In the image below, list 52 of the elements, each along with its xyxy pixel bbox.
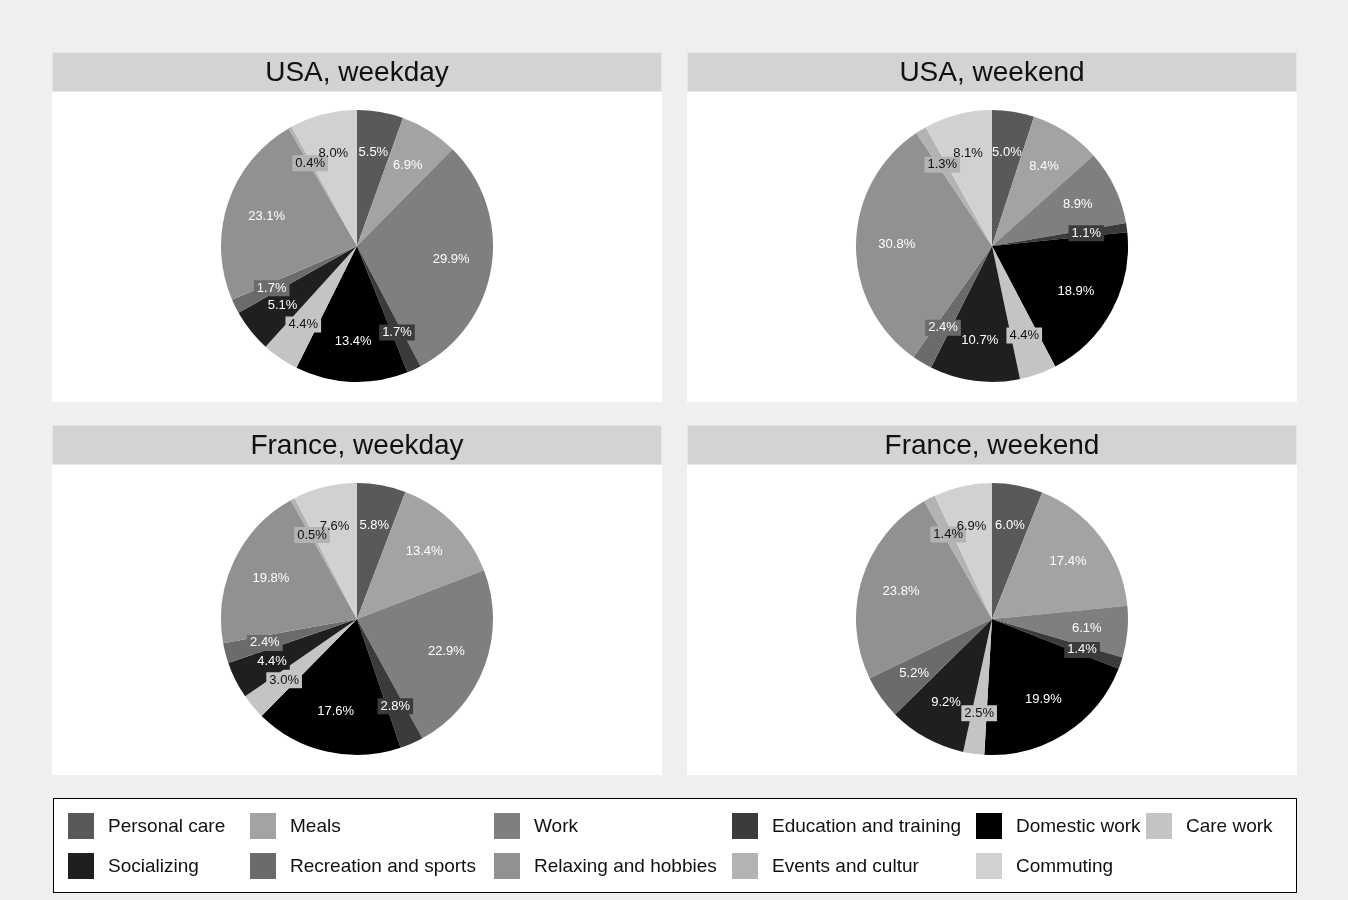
data-label: 6.9% [392,157,423,173]
legend-label: Recreation and sports [290,855,476,877]
data-label: 1.4% [1067,641,1098,657]
data-label: 2.4% [250,634,281,650]
data-label: 18.9% [1057,282,1095,298]
data-label: 5.8% [359,516,390,532]
data-label: 6.1% [1071,619,1103,635]
data-label: 1.7% [382,323,413,339]
data-label: 13.4% [405,543,444,559]
legend-label: Commuting [1016,855,1114,877]
data-label: 29.9% [432,251,471,267]
data-label: 19.8% [252,569,290,585]
data-label: 17.4% [1049,553,1087,569]
data-label: 2.4% [928,319,959,335]
legend-label: Meals [290,815,341,837]
legend-label: Relaxing and hobbies [534,855,717,877]
data-label: 5.2% [899,665,930,681]
legend-label: Personal care [108,815,226,837]
data-label: 6.0% [995,517,1026,533]
data-label: 1.1% [1071,224,1102,240]
legend-label: Care work [1186,815,1273,837]
data-label: 8.9% [1062,196,1094,212]
data-label: 8.4% [1029,157,1060,173]
data-label: 2.5% [964,704,995,720]
data-label: 22.9% [427,643,466,659]
legend-label: Events and cultur [772,855,919,877]
legend-label: Socializing [108,855,199,877]
chart-title: France, weekday [52,425,662,465]
data-label: 10.7% [961,331,999,347]
data-label: 30.8% [878,236,916,252]
data-label: 23.1% [248,207,286,223]
data-label: 1.7% [256,279,287,295]
legend-label: Work [534,815,578,837]
data-label: 4.4% [1009,327,1040,343]
data-label: 9.2% [931,693,962,709]
legend-label: Domestic work [1016,815,1141,837]
data-label: 1.3% [927,156,958,172]
data-label: 4.4% [288,316,319,332]
chart-title: France, weekend [687,425,1297,465]
data-label: 2.8% [380,697,411,713]
data-label: 23.8% [882,582,920,598]
chart-title: USA, weekday [52,52,662,92]
data-label: 5.0% [992,143,1023,159]
chart-title: USA, weekend [687,52,1297,92]
data-label: 5.5% [358,143,389,159]
data-label: 5.1% [267,296,298,312]
data-label: 17.6% [317,703,355,719]
legend-label: Education and training [772,815,962,837]
data-label: 19.9% [1024,690,1063,706]
data-label: 13.4% [334,332,372,348]
data-label: 4.4% [257,653,288,669]
data-label: 3.0% [269,671,300,687]
